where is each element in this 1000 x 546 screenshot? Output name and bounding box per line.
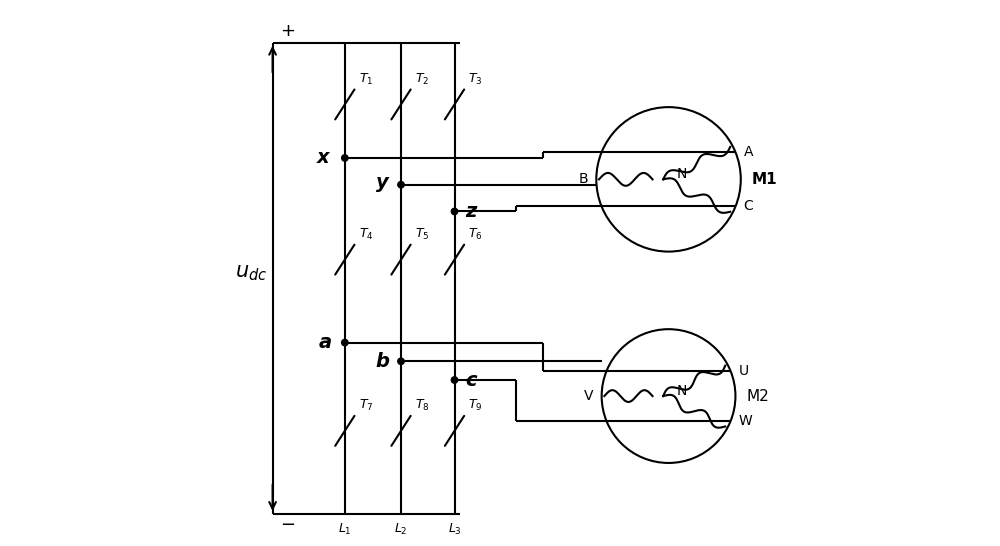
Circle shape: [398, 181, 404, 188]
Circle shape: [342, 340, 348, 346]
Text: W: W: [739, 414, 752, 428]
Text: $T_3$: $T_3$: [468, 72, 483, 87]
Text: $T_5$: $T_5$: [415, 227, 429, 242]
Text: N: N: [677, 167, 687, 181]
Text: A: A: [744, 145, 753, 159]
Text: M2: M2: [746, 389, 769, 403]
Text: $T_1$: $T_1$: [359, 72, 373, 87]
Text: $\bfit{x}$: $\bfit{x}$: [316, 149, 331, 168]
Text: $T_8$: $T_8$: [415, 398, 430, 413]
Text: $\bfit{z}$: $\bfit{z}$: [465, 202, 479, 221]
Text: V: V: [584, 389, 594, 403]
Text: U: U: [739, 364, 749, 378]
Text: $L_2$: $L_2$: [394, 522, 408, 537]
Text: $\bfit{c}$: $\bfit{c}$: [465, 371, 479, 389]
Text: $T_9$: $T_9$: [468, 398, 483, 413]
Text: $T_4$: $T_4$: [359, 227, 373, 242]
Circle shape: [342, 155, 348, 161]
Text: $u_{dc}$: $u_{dc}$: [235, 263, 267, 283]
Text: N: N: [677, 384, 687, 397]
Text: $T_6$: $T_6$: [468, 227, 483, 242]
Text: $\bfit{y}$: $\bfit{y}$: [375, 175, 390, 194]
Text: $\bfit{b}$: $\bfit{b}$: [375, 352, 390, 371]
Text: $T_7$: $T_7$: [359, 398, 373, 413]
Text: C: C: [744, 199, 753, 213]
Text: B: B: [579, 173, 588, 186]
Text: +: +: [281, 22, 296, 40]
Text: $L_1$: $L_1$: [338, 522, 352, 537]
Circle shape: [451, 208, 458, 215]
Circle shape: [398, 358, 404, 365]
Circle shape: [451, 377, 458, 383]
Text: −: −: [281, 517, 296, 535]
Text: $L_3$: $L_3$: [448, 522, 461, 537]
Text: $T_2$: $T_2$: [415, 72, 429, 87]
Text: M1: M1: [751, 172, 777, 187]
Text: $\bfit{a}$: $\bfit{a}$: [318, 333, 331, 352]
